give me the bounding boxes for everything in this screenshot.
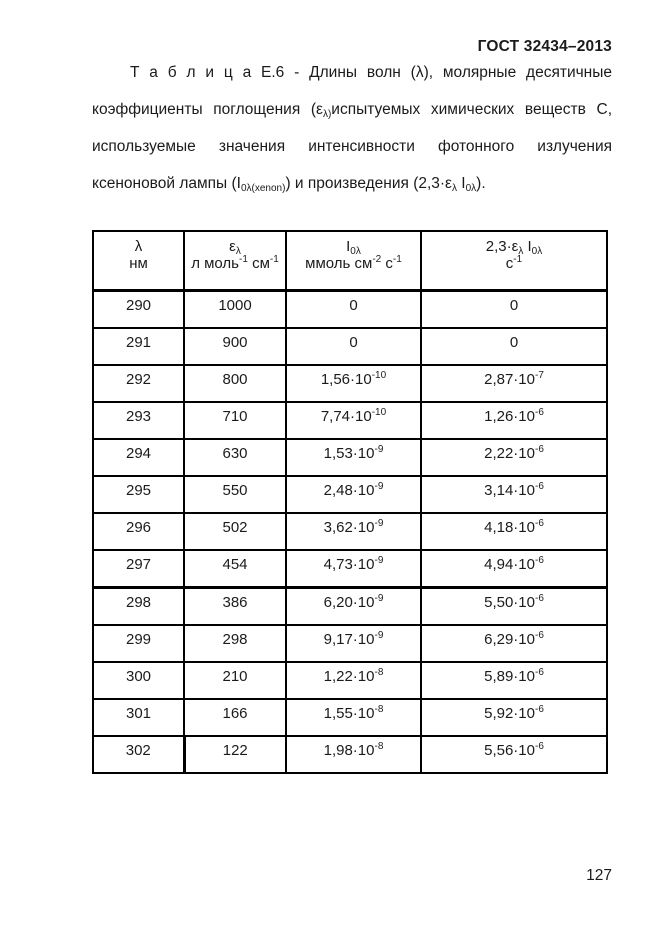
table-row: 290 1000 0 0 bbox=[92, 289, 608, 329]
cell-product: 4,94·10-6 bbox=[420, 549, 608, 589]
table-row: 294 630 1,53·10-9 2,22·10-6 bbox=[92, 438, 608, 477]
column-header-product: 2,3·ελ I0λ с-1 bbox=[420, 230, 608, 292]
column-unit: л моль-1 см-1 bbox=[191, 254, 279, 273]
cell-i0: 7,74·10-10 bbox=[285, 401, 422, 440]
cell-product: 4,18·10-6 bbox=[420, 512, 608, 551]
column-header-i0: I0λ ммоль см-2 с-1 bbox=[285, 230, 422, 292]
cell-epsilon: 454 bbox=[183, 549, 287, 589]
cell-i0: 9,17·10-9 bbox=[285, 624, 422, 663]
caption-line: ксеноновой лампы (I0λ(xenon)) и произвед… bbox=[92, 175, 486, 194]
cell-epsilon: 1000 bbox=[183, 289, 287, 329]
cell-i0: 0 bbox=[285, 289, 422, 329]
cell-lambda: 302 bbox=[92, 735, 186, 774]
column-title: ελ bbox=[229, 238, 241, 257]
cell-epsilon: 630 bbox=[183, 438, 287, 477]
caption-line: Т а б л и ц а Е.6 - Длины волн (λ), моля… bbox=[130, 64, 612, 81]
cell-lambda: 299 bbox=[92, 624, 185, 663]
column-title: λ bbox=[134, 238, 143, 255]
cell-i0: 4,73·10-9 bbox=[285, 549, 422, 589]
table-row: 293 710 7,74·10-10 1,26·10-6 bbox=[92, 401, 608, 440]
cell-lambda: 292 bbox=[92, 364, 185, 403]
table-row: 291 900 0 0 bbox=[92, 327, 608, 366]
cell-lambda: 291 bbox=[92, 327, 185, 366]
standard-code: ГОСТ 32434–2013 bbox=[477, 38, 612, 55]
table-row: 292 800 1,56·10-10 2,87·10-7 bbox=[92, 364, 608, 403]
cell-product: 2,22·10-6 bbox=[420, 438, 608, 477]
cell-product: 5,89·10-6 bbox=[420, 661, 608, 700]
cell-epsilon: 710 bbox=[183, 401, 287, 440]
cell-lambda: 290 bbox=[92, 289, 185, 329]
cell-product: 5,50·10-6 bbox=[420, 586, 608, 626]
cell-product: 1,26·10-6 bbox=[420, 401, 608, 440]
cell-lambda: 296 bbox=[92, 512, 185, 551]
table-row: 297 454 4,73·10-9 4,94·10-6 bbox=[92, 549, 608, 589]
cell-i0: 1,98·10-8 bbox=[285, 735, 422, 774]
column-title: I0λ bbox=[346, 238, 361, 257]
cell-i0: 6,20·10-9 bbox=[285, 586, 422, 626]
cell-epsilon: 502 bbox=[183, 512, 287, 551]
cell-lambda: 297 bbox=[92, 549, 185, 589]
table-body: 290 1000 0 0 291 900 0 0 292 800 1,56·10-10 2,87·10… bbox=[92, 289, 608, 774]
cell-epsilon: 386 bbox=[183, 586, 287, 626]
table-header-row: λ нм ελ л моль-1 см-1 I0λ ммоль см-2 с-1… bbox=[92, 230, 608, 292]
cell-product: 0 bbox=[420, 289, 608, 329]
cell-product: 6,29·10-6 bbox=[420, 624, 608, 663]
cell-lambda: 293 bbox=[92, 401, 185, 440]
cell-i0: 1,53·10-9 bbox=[285, 438, 422, 477]
cell-lambda: 294 bbox=[92, 438, 185, 477]
cell-epsilon: 210 bbox=[183, 661, 287, 700]
column-header-lambda: λ нм bbox=[92, 230, 185, 292]
column-header-epsilon: ελ л моль-1 см-1 bbox=[183, 230, 287, 292]
cell-product: 5,92·10-6 bbox=[420, 698, 608, 737]
column-title: 2,3·ελ I0λ bbox=[485, 238, 543, 257]
table-row: 300 210 1,22·10-8 5,89·10-6 bbox=[92, 661, 608, 700]
cell-epsilon: 800 bbox=[183, 364, 287, 403]
cell-lambda: 295 bbox=[92, 475, 185, 514]
cell-i0: 1,56·10-10 bbox=[285, 364, 422, 403]
cell-epsilon: 298 bbox=[183, 624, 287, 663]
page-number: 127 bbox=[586, 867, 612, 884]
cell-lambda: 298 bbox=[92, 586, 185, 626]
table-row: 299 298 9,17·10-9 6,29·10-6 bbox=[92, 624, 608, 663]
column-unit: с-1 bbox=[505, 254, 523, 273]
cell-i0: 1,55·10-8 bbox=[285, 698, 422, 737]
cell-product: 0 bbox=[420, 327, 608, 366]
caption-line: коэффициенты поглощения (ελ)испытуемых х… bbox=[92, 101, 613, 120]
cell-epsilon: 900 bbox=[183, 327, 287, 366]
cell-i0: 0 bbox=[285, 327, 422, 366]
cell-epsilon: 122 bbox=[183, 735, 287, 774]
table-row: 301 166 1,55·10-8 5,92·10-6 bbox=[92, 698, 608, 737]
table-row: 302 122 1,98·10-8 5,56·10-6 bbox=[92, 735, 608, 774]
table-row: 298 386 6,20·10-9 5,50·10-6 bbox=[92, 586, 608, 626]
cell-i0: 2,48·10-9 bbox=[285, 475, 422, 514]
cell-i0: 1,22·10-8 bbox=[285, 661, 422, 700]
column-unit: нм bbox=[129, 255, 148, 272]
cell-i0: 3,62·10-9 bbox=[285, 512, 422, 551]
cell-epsilon: 550 bbox=[183, 475, 287, 514]
cell-product: 2,87·10-7 bbox=[420, 364, 608, 403]
table-row: 295 550 2,48·10-9 3,14·10-6 bbox=[92, 475, 608, 514]
table-caption: Т а б л и ц а Е.6 - Длины волн (λ), моля… bbox=[92, 54, 612, 202]
table-row: 296 502 3,62·10-9 4,18·10-6 bbox=[92, 512, 608, 551]
cell-epsilon: 166 bbox=[183, 698, 287, 737]
cell-lambda: 301 bbox=[92, 698, 185, 737]
caption-line: используемые значения интенсивности фото… bbox=[92, 138, 612, 155]
cell-product: 5,56·10-6 bbox=[420, 735, 608, 774]
cell-product: 3,14·10-6 bbox=[420, 475, 608, 514]
cell-lambda: 300 bbox=[92, 661, 185, 700]
column-unit: ммоль см-2 с-1 bbox=[305, 254, 402, 273]
wavelength-table: λ нм ελ л моль-1 см-1 I0λ ммоль см-2 с-1… bbox=[92, 230, 608, 774]
table-header: λ нм ελ л моль-1 см-1 I0λ ммоль см-2 с-1… bbox=[92, 230, 608, 292]
